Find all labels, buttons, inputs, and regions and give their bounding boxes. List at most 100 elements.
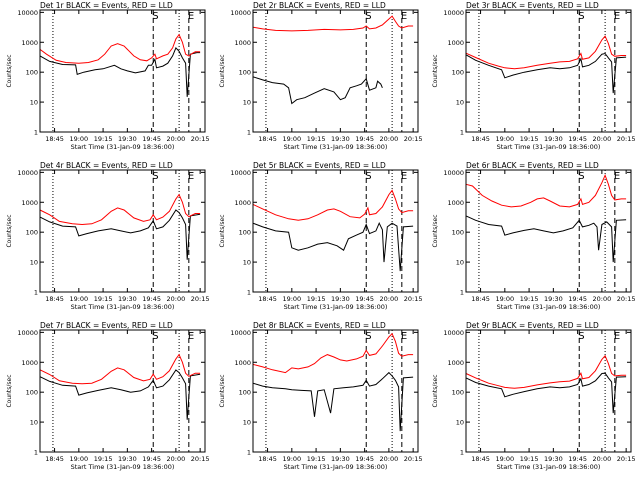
x-tick-label: 20:00: [167, 135, 186, 143]
lld-series-line: [252, 189, 414, 221]
marker-letter: S: [365, 331, 371, 342]
chart-title: Det 6r BLACK = Events, RED = LLD: [466, 161, 599, 170]
marker-letter: E: [188, 171, 194, 182]
marker-letter: S: [152, 11, 158, 22]
marker-letter: E: [614, 171, 620, 182]
marker-letter: E: [401, 11, 407, 22]
x-tick-label: 20:00: [593, 135, 612, 143]
y-tick-label: 1000: [21, 359, 38, 367]
events-series-line: [252, 221, 414, 272]
y-tick-label: 10: [243, 99, 251, 107]
x-tick-label: 20:15: [404, 135, 423, 143]
chart-title: Det 9r BLACK = Events, RED = LLD: [466, 321, 599, 330]
y-axis-label: Counts/sec: [6, 214, 13, 247]
x-axis-label: Start Time (31-Jan-09 18:36:00): [71, 303, 175, 311]
y-tick-label: 10000: [230, 169, 251, 177]
x-tick-label: 19:00: [282, 135, 301, 143]
y-tick-label: 10: [30, 419, 38, 427]
x-tick-label: 19:00: [69, 295, 88, 303]
x-tick-label: 18:45: [258, 135, 277, 143]
y-tick-label: 10000: [443, 9, 464, 17]
y-tick-label: 100: [452, 389, 464, 397]
x-tick-label: 20:15: [617, 295, 636, 303]
x-tick-label: 19:30: [544, 455, 563, 463]
y-tick-label: 1000: [447, 359, 464, 367]
x-tick-label: 19:00: [69, 455, 88, 463]
y-tick-label: 10000: [443, 169, 464, 177]
events-series-line: [39, 46, 201, 97]
y-tick-label: 100: [26, 389, 38, 397]
x-tick-label: 19:15: [94, 455, 113, 463]
x-axis-label: Start Time (31-Jan-09 18:36:00): [284, 303, 388, 311]
y-tick-label: 1000: [447, 39, 464, 47]
y-tick-label: 1000: [21, 39, 38, 47]
y-tick-label: 1: [460, 449, 464, 457]
x-tick-label: 20:15: [617, 455, 636, 463]
x-tick-label: 19:45: [568, 295, 587, 303]
chart-title: Det 4r BLACK = Events, RED = LLD: [40, 161, 173, 170]
y-tick-label: 100: [452, 229, 464, 237]
marker-letter: S: [578, 11, 584, 22]
plot-frame: [39, 329, 206, 453]
x-tick-label: 19:30: [118, 135, 137, 143]
x-tick-label: 19:15: [307, 455, 326, 463]
plot-frame: [252, 329, 419, 453]
y-axis-label: Counts/sec: [219, 374, 226, 407]
lld-series-line: [252, 15, 414, 32]
chart-title: Det 3r BLACK = Events, RED = LLD: [466, 1, 599, 10]
marker-letter: S: [365, 171, 371, 182]
y-tick-label: 1: [460, 289, 464, 297]
y-tick-label: 10: [456, 99, 464, 107]
marker-letter: S: [152, 331, 158, 342]
x-tick-label: 19:30: [331, 455, 350, 463]
y-axis-label: Counts/sec: [432, 54, 439, 87]
y-tick-label: 1000: [21, 199, 38, 207]
events-series-line: [39, 209, 201, 260]
x-axis-label: Start Time (31-Jan-09 18:36:00): [497, 463, 601, 471]
x-tick-label: 20:00: [380, 295, 399, 303]
marker-letter: S: [365, 11, 371, 22]
plot-frame: [252, 9, 419, 133]
x-tick-label: 20:15: [191, 135, 210, 143]
x-tick-label: 19:00: [495, 295, 514, 303]
plot-frame: [252, 169, 419, 293]
lld-series-line: [39, 33, 201, 64]
x-tick-label: 20:15: [191, 295, 210, 303]
x-tick-label: 20:15: [191, 455, 210, 463]
marker-letter: S: [152, 171, 158, 182]
plot-frame: [465, 9, 632, 133]
x-tick-label: 18:45: [45, 135, 64, 143]
lld-series-line: [465, 35, 627, 70]
x-tick-label: 20:00: [380, 455, 399, 463]
lld-series-line: [39, 193, 201, 226]
y-tick-label: 10: [243, 419, 251, 427]
marker-letter: E: [614, 11, 620, 22]
y-tick-label: 1: [460, 129, 464, 137]
chart-title: Det 8r BLACK = Events, RED = LLD: [253, 321, 386, 330]
y-tick-label: 1: [34, 449, 38, 457]
y-axis-label: Counts/sec: [6, 374, 13, 407]
y-tick-label: 10: [30, 99, 38, 107]
x-tick-label: 19:15: [307, 135, 326, 143]
lld-series-line: [465, 354, 627, 389]
x-axis-label: Start Time (31-Jan-09 18:36:00): [284, 143, 388, 151]
x-axis-label: Start Time (31-Jan-09 18:36:00): [497, 143, 601, 151]
x-axis-label: Start Time (31-Jan-09 18:36:00): [284, 463, 388, 471]
x-tick-label: 19:45: [142, 295, 161, 303]
x-tick-label: 20:15: [404, 455, 423, 463]
plot-frame: [465, 169, 632, 293]
y-tick-label: 1: [247, 289, 251, 297]
x-tick-label: 19:45: [142, 135, 161, 143]
x-tick-label: 18:45: [45, 455, 64, 463]
y-tick-label: 1: [34, 289, 38, 297]
x-tick-label: 19:15: [94, 135, 113, 143]
x-axis-label: Start Time (31-Jan-09 18:36:00): [497, 303, 601, 311]
x-tick-label: 19:45: [142, 455, 161, 463]
